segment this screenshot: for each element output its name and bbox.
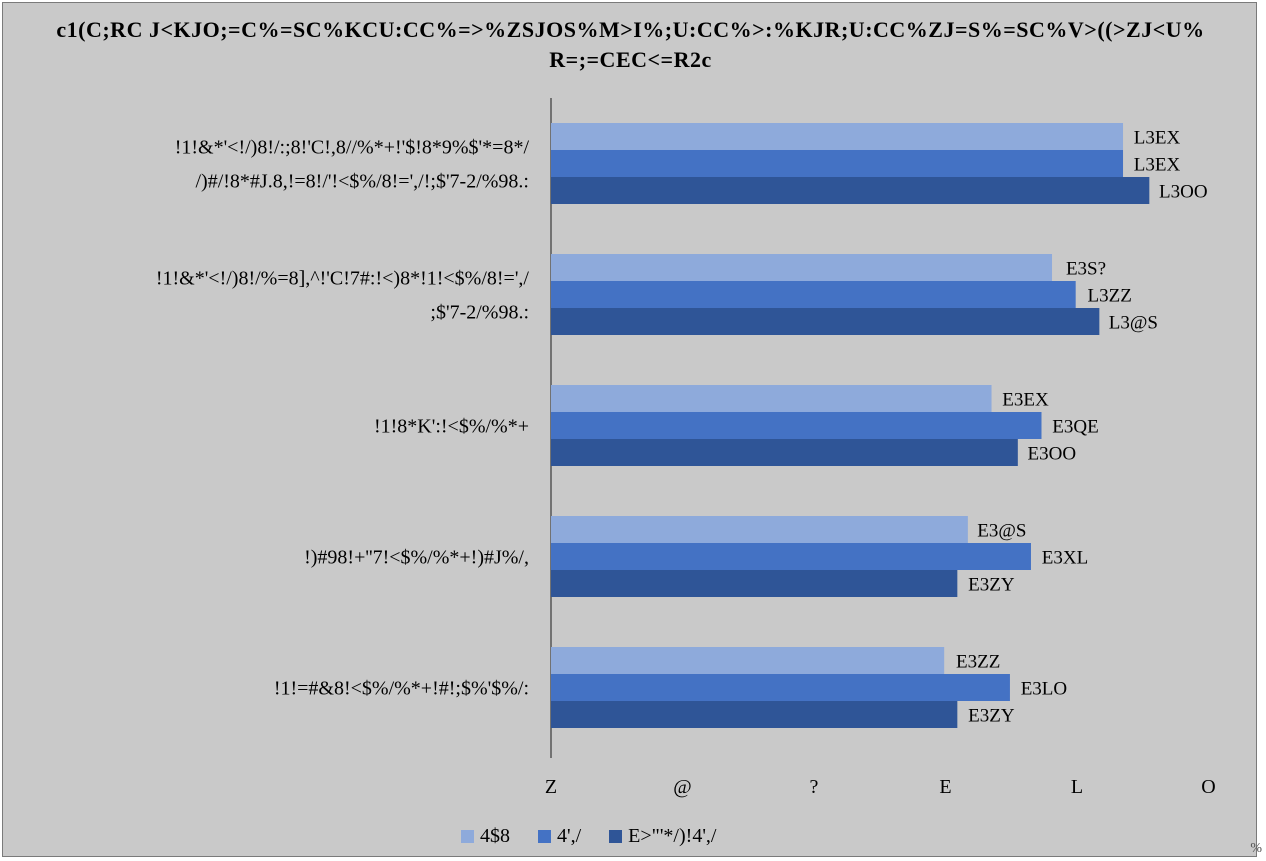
category-label-3-line-1: !1!8*K':!<$%/%*+ [374,416,529,438]
bar-1-2 [551,254,1053,281]
data-label-2-5: E3LO [1021,679,1067,700]
x-tick-label-6: O [1201,776,1215,798]
category-label-4-line-1: !)#98!+''7!<$%/%*+!)#J%/, [304,547,529,569]
category-label-1-line-1: !1!&*'<!/)8!/:;8!'C!,8//%*+!'$!8*9%$'*=8… [175,137,530,159]
x-tick-label-3: ? [810,776,819,798]
bar-3-5 [551,701,958,728]
legend: 4$8 4',/ E>"'*/)!4',/ [461,825,744,848]
bar-2-3 [551,412,1042,439]
legend-label-3: E>"'*/)!4',/ [628,825,717,847]
data-label-3-4: E3ZY [968,575,1015,596]
x-tick-label-2: @ [673,776,691,798]
legend-item-2: 4',/ [538,825,581,848]
x-tick-label-5: L [1071,776,1083,798]
data-label-3-5: E3ZY [968,706,1015,727]
bar-1-4 [551,516,968,543]
bar-3-3 [551,439,1018,466]
bar-3-2 [551,308,1100,335]
legend-swatch-3 [609,830,623,843]
chart-title-line-1: c1(C;RC J<KJO;=C%=SC%KCU:CC%=>%ZSJOS%M>I… [56,17,1205,42]
category-label-1-line-2: /)#/!8*#J.8,!=8!/'!<$%/8!=',/!;$'7-2/%98… [196,171,530,193]
data-label-1-1: L3EX [1134,128,1181,149]
bar-1-1 [551,123,1124,150]
data-label-2-3: E3QE [1052,417,1098,438]
corner-mark: % [1250,841,1262,856]
category-label-2-line-2: ;$'7-2/%98.: [430,302,529,324]
legend-swatch-1 [461,830,474,843]
x-tick-label-1: Z [545,776,557,798]
legend-item-3: E>"'*/)!4',/ [609,825,716,848]
bar-2-2 [551,281,1076,308]
category-label-2-line-1: !1!&*'<!/)8!/%=8],^!'C!7#:!<)8*!1!<$%/8!… [156,268,530,290]
data-label-2-4: E3XL [1042,548,1088,569]
bar-1-3 [551,385,992,412]
legend-item-1: 4$8 [461,825,510,848]
data-label-1-4: E3@S [977,521,1026,542]
data-label-3-1: L3OO [1159,182,1208,203]
x-tick-label-4: E [939,776,951,798]
bar-3-1 [551,177,1150,204]
bar-chart: L3EX L3EX L3OO !1!&*'<!/)8!/:;8!'C!,8//%*+!… [156,98,1216,798]
data-label-1-3: E3EX [1002,390,1049,411]
legend-label-2: 4',/ [557,825,582,847]
legend-label-1: 4$8 [480,825,510,847]
legend-swatch-2 [538,830,551,843]
chart-title-line-2: R=;=CEC<=R2c [549,47,712,72]
bar-2-4 [551,543,1031,570]
data-label-1-2: E3S? [1066,259,1106,280]
data-label-2-1: L3EX [1134,155,1181,176]
data-label-1-5: E3ZZ [956,652,1000,673]
bar-2-1 [551,150,1124,177]
data-label-3-2: L3@S [1109,313,1158,334]
data-label-2-2: L3ZZ [1088,286,1132,307]
bar-3-4 [551,570,958,597]
data-label-3-3: E3OO [1028,444,1077,465]
bar-1-5 [551,647,945,674]
category-label-5-line-1: !1!=#&8!<$%/%*+!#!;$%'$%/: [274,678,529,700]
bar-2-5 [551,674,1010,701]
